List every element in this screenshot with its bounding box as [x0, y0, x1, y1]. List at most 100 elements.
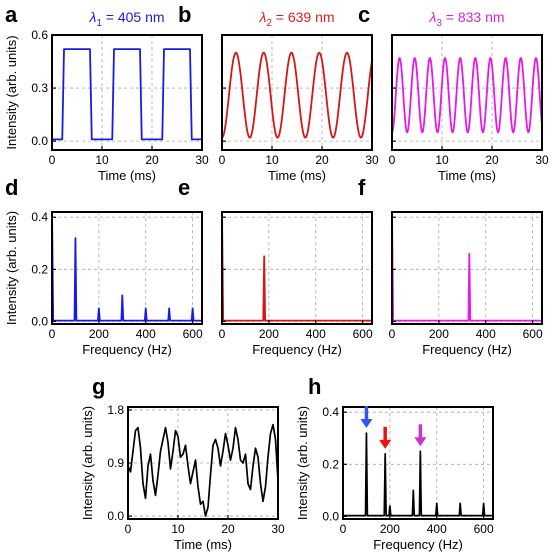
plot-frame	[221, 34, 373, 151]
panel-letter-g: g	[92, 374, 105, 399]
panel-title: λ3 = 833 nm	[428, 9, 504, 29]
title-symbol: λ	[258, 9, 266, 25]
series-line	[51, 48, 203, 141]
tick-label-x: 10	[435, 153, 449, 167]
panel-title: λ1 = 405 nm	[88, 9, 164, 29]
tick-label-x: 0	[219, 327, 226, 341]
tick-label-x: 20	[315, 153, 329, 167]
tick-label-x: 30	[271, 522, 285, 536]
panel-letter-f: f	[358, 175, 366, 200]
tick-label-x: 400	[136, 327, 156, 341]
x-axis-label: Frequency (Hz)	[422, 342, 512, 357]
x-axis-label: Time (ms)	[268, 168, 326, 183]
y-axis-label: Intensity (arb. units)	[4, 211, 19, 325]
tick-label-x: 200	[429, 327, 449, 341]
tick-label-y: 0.0	[31, 314, 48, 328]
panel-letter-d: d	[5, 175, 18, 200]
series-line	[343, 432, 493, 517]
title-symbol: λ	[428, 9, 436, 25]
tick-label-y: 1.8	[107, 403, 124, 417]
panel-h: 0 200 400 600 0.0 0.2 0.4 Frequency (Hz) Intensi…	[295, 374, 494, 552]
tick-label-x: 600	[523, 327, 543, 341]
panel-letter-c: c	[358, 2, 370, 27]
title-subscript: 3	[436, 18, 442, 29]
title-rest: = 833 nm	[442, 9, 505, 25]
x-axis-label: Frequency (Hz)	[82, 342, 172, 357]
series-line	[221, 211, 372, 322]
tick-label-x: 0	[125, 522, 132, 536]
tick-label-x: 0	[49, 327, 56, 341]
tick-label-y: 0.4	[322, 405, 339, 419]
plot-frame	[51, 34, 203, 151]
peak-arrow-head	[360, 419, 373, 429]
x-axis-label: Frequency (Hz)	[252, 342, 342, 357]
panel-letter-b: b	[178, 2, 191, 27]
panel-b: 0 10 20 30 Time (ms) b λ2 = 639 nm	[178, 2, 379, 183]
y-axis-label: Intensity (arb. units)	[4, 35, 19, 149]
tick-label-x: 600	[183, 327, 203, 341]
panel-e: 0 200 400 600 Frequency (Hz) e	[178, 175, 373, 357]
series-line	[127, 423, 279, 517]
x-axis-label: Time (ms)	[438, 168, 496, 183]
panel-f: 0 200 400 600 Frequency (Hz) f	[358, 175, 543, 357]
title-symbol: λ	[88, 9, 96, 25]
tick-label-y: 0.0	[107, 509, 124, 523]
title-rest: = 405 nm	[102, 9, 165, 25]
x-axis-label: Time (ms)	[98, 168, 156, 183]
y-axis-label: Intensity (arb. units)	[80, 406, 95, 520]
peak-arrow-head	[379, 439, 392, 449]
panel-a: 0 10 20 30 0.0 0.3 0.6 Time (ms) Intensity (arb.…	[4, 2, 209, 183]
tick-label-x: 30	[535, 153, 549, 167]
tick-label-x: 600	[474, 522, 494, 536]
tick-label-x: 0	[340, 522, 347, 536]
panel-letter-h: h	[308, 374, 321, 399]
panel-title: λ2 = 639 nm	[258, 9, 334, 29]
title-subscript: 1	[96, 18, 102, 29]
tick-label-x: 20	[221, 522, 235, 536]
title-subscript: 2	[266, 18, 272, 29]
tick-label-y: 0.3	[31, 81, 48, 95]
plot-frame	[391, 211, 543, 325]
plot-frame	[342, 406, 494, 520]
tick-label-x: 400	[427, 522, 447, 536]
peak-arrow-head	[414, 437, 427, 447]
tick-label-x: 10	[95, 153, 109, 167]
tick-label-x: 0	[219, 153, 226, 167]
tick-label-x: 30	[365, 153, 379, 167]
plot-frame	[221, 211, 373, 325]
x-axis-label: Frequency (Hz)	[373, 537, 463, 552]
tick-label-x: 400	[476, 327, 496, 341]
panel-c: 0 10 20 30 Time (ms) c λ3 = 833 nm	[358, 2, 549, 183]
tick-label-y: 0.2	[31, 262, 48, 276]
plot-frame	[391, 34, 543, 151]
tick-label-y: 0.9	[107, 456, 124, 470]
series-line	[221, 51, 373, 139]
tick-label-x: 20	[485, 153, 499, 167]
series-line	[391, 211, 542, 322]
tick-label-y: 0.4	[31, 210, 48, 224]
panel-letter-e: e	[178, 175, 190, 200]
panel-letter-a: a	[5, 2, 18, 27]
y-axis-label: Intensity (arb. units)	[295, 406, 310, 520]
tick-label-x: 0	[49, 153, 56, 167]
tick-label-x: 0	[389, 327, 396, 341]
tick-label-x: 200	[380, 522, 400, 536]
tick-label-x: 30	[195, 153, 209, 167]
tick-label-x: 0	[389, 153, 396, 167]
tick-label-y: 0.0	[31, 134, 48, 148]
tick-label-y: 0.0	[322, 509, 339, 523]
tick-label-x: 200	[89, 327, 109, 341]
tick-label-x: 20	[145, 153, 159, 167]
panel-d: 0 200 400 600 0.0 0.2 0.4 Frequency (Hz) Intensi…	[4, 175, 203, 357]
x-axis-label: Time (ms)	[174, 537, 232, 552]
tick-label-x: 600	[353, 327, 373, 341]
title-rest: = 639 nm	[272, 9, 335, 25]
tick-label-x: 400	[306, 327, 326, 341]
tick-label-y: 0.2	[322, 457, 339, 471]
series-line	[51, 211, 202, 322]
tick-label-x: 10	[265, 153, 279, 167]
tick-label-x: 200	[259, 327, 279, 341]
panel-g: 0 10 20 30 0.0 0.9 1.8 Time (ms) Intensity (arb.…	[80, 374, 285, 552]
tick-label-x: 10	[171, 522, 185, 536]
